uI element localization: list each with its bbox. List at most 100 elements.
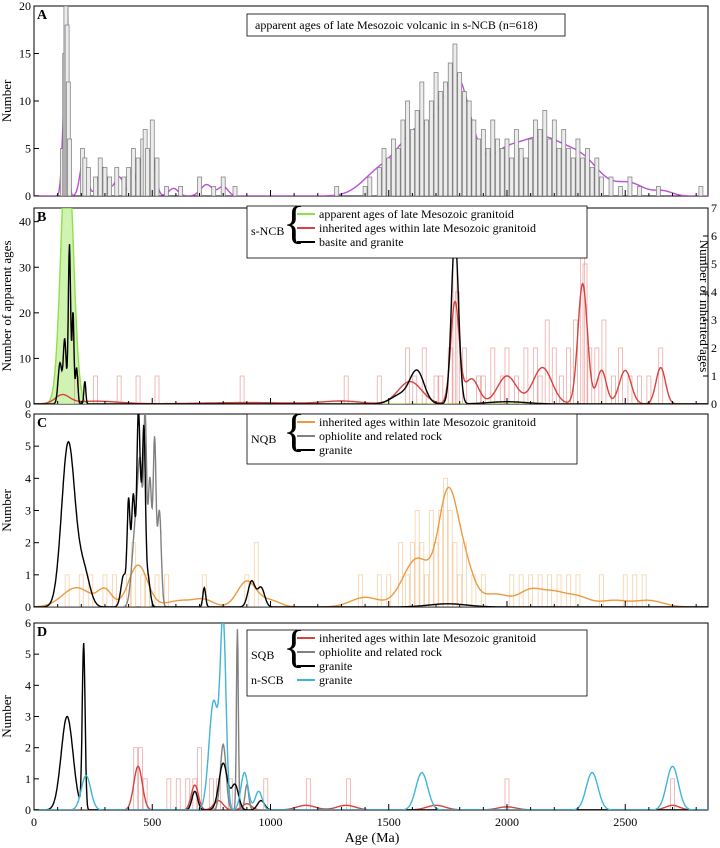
series-A-1-bar	[334, 186, 340, 196]
legend-label: apparent ages of late Mesozoic granitoid	[319, 207, 514, 221]
series-C-0-bar	[419, 542, 425, 607]
series-B-2-line	[34, 232, 708, 404]
series-A-1-bar	[698, 186, 704, 196]
series-A-1-bar	[466, 100, 472, 196]
series-C-0-bar	[140, 574, 146, 607]
legend: SQB {inherited ages within late Mesozoic …	[246, 621, 588, 697]
series-A-1-bar	[462, 91, 467, 196]
series-C-0-bar	[443, 477, 448, 607]
x-tick-label: 0	[31, 815, 37, 829]
panel-B: 0 10 20 30 40 0 1 2 3 4 5 6 7 Number of inherited age…	[0, 197, 717, 411]
y-tick-label: 1	[25, 772, 31, 786]
y-tick-label: 0	[25, 189, 31, 203]
series-A-1-bar	[438, 91, 444, 196]
legend-box	[246, 13, 566, 37]
series-A-1-bar	[480, 129, 486, 196]
series-A-1-bar	[533, 119, 538, 196]
series-A-1-bar	[400, 119, 406, 196]
series-B-1-bar	[480, 375, 486, 404]
y-tick-label: 10	[19, 351, 31, 365]
series-A-1-bar	[86, 167, 91, 196]
legend-brace: {	[283, 197, 305, 248]
series-D-3-line	[34, 623, 708, 810]
y-axis-label: Number	[0, 79, 14, 122]
series-A-1-bar	[627, 176, 633, 196]
legend-label: granite	[319, 659, 352, 673]
series-B-1-bar	[239, 375, 245, 404]
series-A-1-bar	[410, 129, 415, 196]
series-A-1-bar	[197, 176, 202, 196]
y-tick-label: 5	[25, 439, 31, 453]
series-B-1-bar	[438, 375, 444, 404]
legend: s-NCB{apparent ages of late Mesozoic gra…	[246, 197, 588, 259]
legend: NQB { inherited ages within late Mesozoic …	[246, 405, 578, 465]
x-tick-label: 2000	[495, 815, 519, 829]
series-A-1-bar	[376, 167, 382, 196]
series-A-1-bar	[575, 138, 581, 196]
series-A-1-bar	[419, 81, 425, 196]
y-tick-label-right: 4	[711, 285, 717, 299]
y-tick-label: 2	[25, 536, 31, 550]
series-A-1-bar	[485, 148, 491, 196]
series-B-1-bar	[646, 375, 652, 404]
series-A-1-bar	[130, 148, 136, 196]
series-B-1-bar	[551, 347, 557, 404]
series-A-1-bar	[424, 119, 429, 196]
series-C-0-bar	[433, 542, 439, 607]
series-B-1-bar	[566, 347, 571, 404]
series-B-1-bar	[433, 375, 439, 404]
series-A-1-bar	[570, 157, 576, 196]
legend-label: granite	[319, 673, 352, 687]
series-B-1-bar	[376, 375, 382, 404]
series-A-1-bar	[93, 176, 98, 196]
series-A-1-bar	[149, 119, 155, 196]
y-tick-label-right: 1	[711, 369, 717, 383]
series-A-1-bar	[433, 72, 439, 196]
y-tick-label: 4	[25, 678, 31, 692]
series-B-1-bar	[637, 375, 642, 404]
y-axis-label: Number of apparent ages	[0, 240, 14, 371]
series-A-1-bar	[561, 129, 567, 196]
y-tick-label-right: 0	[711, 397, 717, 411]
series-A-1-bar	[232, 186, 238, 196]
series-A-1-bar	[443, 81, 448, 196]
legend-group-title: NQB	[251, 432, 276, 446]
series-A-1-bar	[471, 119, 477, 196]
legend-label: inherited ages within late Mesozoic gran…	[319, 415, 536, 429]
series-A-1-bar	[97, 157, 103, 196]
legend-label: ophiolite and related rock	[319, 429, 442, 443]
series-B-1-bar	[421, 347, 427, 404]
series-A-1-bar	[637, 186, 642, 196]
series-A-1-bar	[405, 100, 411, 196]
legend-group-title: SQB	[251, 648, 274, 662]
series-A-1-bar	[220, 176, 226, 196]
y-tick-label: 4	[25, 471, 31, 485]
series-A-1-bar	[121, 176, 127, 196]
series-A-1-bar	[178, 186, 183, 196]
y-tick-label: 3	[25, 504, 31, 518]
series-A-1-bar	[154, 157, 160, 196]
series-A-1-bar	[452, 43, 458, 196]
series-B-1-bar	[618, 347, 623, 404]
series-A-1-bar	[145, 148, 150, 196]
series-B-1-bar	[476, 375, 482, 404]
legend-brace: {	[283, 405, 305, 456]
series-A-1-bar	[608, 176, 614, 196]
series-A-1-bar	[135, 157, 141, 196]
series-A-1-bar	[490, 119, 496, 196]
series-B-1-bar	[611, 375, 616, 404]
series-A-1-bar	[381, 148, 387, 196]
series-A-1-bar	[518, 148, 524, 196]
panel-letter: A	[37, 8, 48, 23]
panel-D: 0 1 2 3 4 5 6 Number D SQB {inherited ages within …	[0, 616, 709, 817]
series-D-0-bar	[138, 747, 143, 810]
y-tick-label: 20	[19, 0, 31, 13]
series-B-1-bar	[532, 347, 538, 404]
x-tick-label: 1000	[258, 815, 282, 829]
series-C-2-line	[34, 414, 708, 607]
series-B-1-bar	[454, 291, 460, 404]
legend-label: apparent ages of late Mesozoic volcanic …	[255, 18, 538, 32]
legend-label: ophiolite and related rock	[319, 645, 442, 659]
y-tick-label: 20	[19, 306, 31, 320]
series-A-1-bar	[599, 176, 604, 196]
